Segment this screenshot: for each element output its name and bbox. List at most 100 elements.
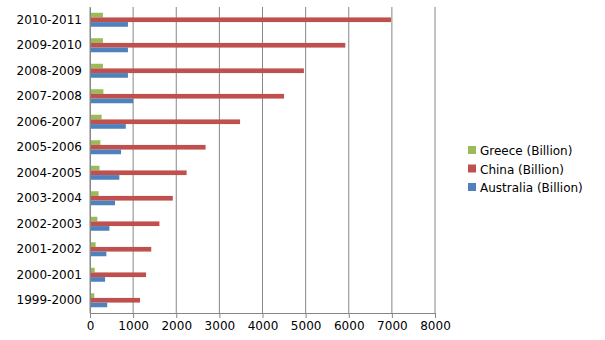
tick: 7000 (377, 313, 408, 333)
tick-label: 8000 (420, 319, 451, 333)
tick: 3000 (205, 313, 236, 333)
bar (90, 119, 240, 124)
tick: 2008-2009 (17, 64, 90, 78)
axis-line (91, 314, 436, 319)
bar (90, 73, 128, 78)
tick-label: 2008-2009 (17, 64, 82, 78)
bar (90, 145, 206, 150)
bar (90, 191, 99, 196)
tick: 2003-2004 (17, 191, 90, 205)
tick-mark (392, 313, 393, 318)
tick-label: 2000-2001 (17, 268, 82, 282)
tick-label: 5000 (291, 319, 322, 333)
grid-line (305, 7, 306, 313)
axis-line (90, 8, 91, 314)
tick-label: 2006-2007 (17, 115, 82, 129)
grid (90, 7, 435, 313)
tick-label: 2004-2005 (17, 166, 82, 180)
tick-label: 3000 (205, 319, 236, 333)
legend: Greece (Billion) China (Billion) Australia… (468, 144, 583, 195)
grid-line (348, 7, 349, 313)
bar (90, 277, 105, 282)
bar (90, 166, 99, 171)
tick-label: 2002-2003 (17, 217, 82, 231)
tick-label: 4000 (248, 319, 279, 333)
legend-label: Greece (Billion) (480, 144, 572, 158)
grid-line (262, 7, 263, 313)
bar (90, 124, 126, 129)
tick-mark (435, 313, 436, 318)
tick: 1999-2000 (17, 293, 90, 307)
bar (90, 298, 140, 303)
tick-label: 2005-2006 (17, 140, 82, 154)
legend-label: China (Billion) (480, 163, 564, 177)
bar (90, 140, 100, 145)
grid-line (219, 7, 220, 313)
grid-line (90, 7, 91, 313)
tick: 2001-2002 (17, 242, 90, 256)
bar (90, 247, 151, 252)
tick: 8000 (420, 313, 451, 333)
y-axis: 1999-2000 2000-2001 2001-2002 2002-2003 2003… (17, 8, 91, 314)
legend-swatch (468, 165, 476, 173)
bar (90, 226, 109, 231)
tick-label: 6000 (334, 319, 365, 333)
tick: 2000 (161, 313, 192, 333)
tick-label: 2009-2010 (17, 38, 82, 52)
tick: 2004-2005 (17, 166, 90, 180)
tick: 2007-2008 (17, 89, 90, 103)
legend-entry: Greece (Billion) (468, 144, 572, 158)
grid-line (133, 7, 134, 313)
series (90, 17, 391, 302)
tick-label: 2010-2011 (17, 13, 82, 27)
bar (90, 94, 284, 99)
tick: 2000-2001 (17, 268, 90, 282)
legend-swatch (468, 146, 476, 154)
bar (90, 48, 128, 53)
tick-label: 2007-2008 (17, 89, 82, 103)
bar (90, 150, 121, 155)
tick: 2009-2010 (17, 38, 90, 52)
bar (90, 303, 107, 308)
tick-mark (263, 313, 264, 318)
chart: 0 1000 2000 3000 4000 5000 6000 7000 8000 1999-20… (0, 0, 605, 340)
tick: 6000 (334, 313, 365, 333)
x-axis: 0 1000 2000 3000 4000 5000 6000 7000 8000 (87, 313, 451, 333)
bar (90, 201, 115, 206)
series (90, 22, 133, 307)
bar (90, 68, 304, 73)
bar (90, 43, 345, 48)
bars (90, 13, 391, 308)
tick-mark (219, 313, 220, 318)
bar (90, 17, 391, 22)
bar (90, 217, 97, 222)
bar (90, 64, 103, 69)
tick-label: 0 (87, 319, 95, 333)
tick-label: 2001-2002 (17, 242, 82, 256)
bar (90, 115, 102, 120)
tick: 2010-2011 (17, 13, 90, 27)
tick-label: 1999-2000 (17, 293, 82, 307)
tick-mark (349, 313, 350, 318)
tick: 2006-2007 (17, 115, 90, 129)
legend-entry: Australia (Billion) (468, 181, 583, 195)
tick: 2005-2006 (17, 140, 90, 154)
tick-label: 1000 (118, 319, 149, 333)
bar (90, 89, 103, 94)
tick: 0 (87, 313, 95, 333)
tick: 2002-2003 (17, 217, 90, 231)
tick-label: 2000 (161, 319, 192, 333)
bar (90, 38, 103, 43)
tick-label: 7000 (377, 319, 408, 333)
tick: 5000 (291, 313, 322, 333)
legend-label: Australia (Billion) (480, 181, 583, 195)
tick-mark (90, 313, 91, 318)
bar (90, 252, 106, 257)
tick-mark (306, 313, 307, 318)
tick: 1000 (118, 313, 149, 333)
bar (90, 13, 103, 18)
bar (90, 272, 146, 277)
legend-swatch (468, 183, 476, 191)
legend-entry: China (Billion) (468, 163, 564, 177)
bar (90, 196, 173, 201)
